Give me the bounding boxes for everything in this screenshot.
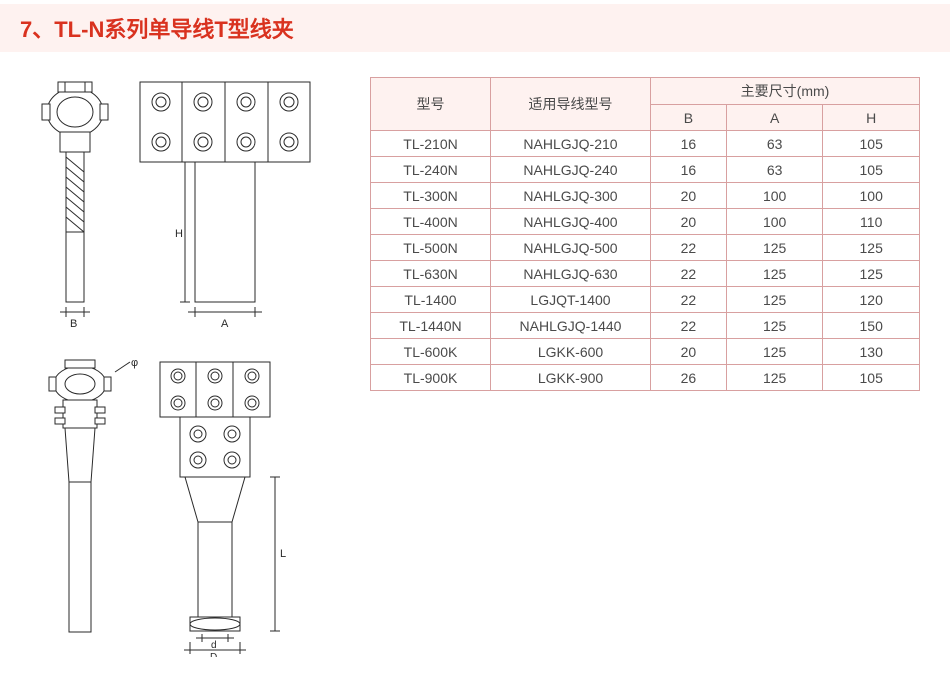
label-L: L — [280, 548, 286, 560]
table-column: 型号 适用导线型号 主要尺寸(mm) B A H TL-210NNAHLGJQ-… — [370, 72, 920, 662]
cell-model: TL-500N — [371, 235, 491, 261]
table-row: TL-630NNAHLGJQ-63022125125 — [371, 261, 920, 287]
table-row: TL-500NNAHLGJQ-50022125125 — [371, 235, 920, 261]
cell-wire: LGKK-900 — [491, 365, 651, 391]
table-row: TL-1400LGJQT-140022125120 — [371, 287, 920, 313]
cell-model: TL-1400 — [371, 287, 491, 313]
cell-model: TL-400N — [371, 209, 491, 235]
th-B: B — [651, 105, 727, 131]
cell-model: TL-630N — [371, 261, 491, 287]
cell-H: 105 — [823, 131, 920, 157]
cell-model: TL-1440N — [371, 313, 491, 339]
cell-B: 22 — [651, 261, 727, 287]
cell-model: TL-300N — [371, 183, 491, 209]
cell-H: 125 — [823, 261, 920, 287]
clamp-top-svg: B — [30, 72, 330, 332]
cell-B: 20 — [651, 183, 727, 209]
label-B: B — [70, 318, 77, 330]
cell-H: 105 — [823, 157, 920, 183]
cell-B: 22 — [651, 313, 727, 339]
cell-B: 26 — [651, 365, 727, 391]
content: B — [0, 52, 950, 672]
table-row: TL-240NNAHLGJQ-2401663105 — [371, 157, 920, 183]
clamp-bottom-svg: φ — [30, 357, 330, 657]
cell-A: 63 — [726, 157, 823, 183]
th-H: H — [823, 105, 920, 131]
th-dims: 主要尺寸(mm) — [651, 78, 920, 105]
cell-A: 125 — [726, 287, 823, 313]
cell-B: 16 — [651, 131, 727, 157]
cell-H: 110 — [823, 209, 920, 235]
table-row: TL-600KLGKK-60020125130 — [371, 339, 920, 365]
spec-table: 型号 适用导线型号 主要尺寸(mm) B A H TL-210NNAHLGJQ-… — [370, 77, 920, 391]
label-H: H — [175, 228, 183, 240]
page-title: 7、TL-N系列单导线T型线夹 — [20, 17, 294, 42]
th-A: A — [726, 105, 823, 131]
diagram-bottom: φ — [30, 357, 330, 662]
table-row: TL-900KLGKK-90026125105 — [371, 365, 920, 391]
cell-wire: NAHLGJQ-400 — [491, 209, 651, 235]
cell-wire: NAHLGJQ-1440 — [491, 313, 651, 339]
label-A: A — [221, 318, 229, 330]
cell-A: 63 — [726, 131, 823, 157]
cell-H: 120 — [823, 287, 920, 313]
table-row: TL-400NNAHLGJQ-40020100110 — [371, 209, 920, 235]
cell-H: 105 — [823, 365, 920, 391]
cell-wire: NAHLGJQ-500 — [491, 235, 651, 261]
cell-H: 100 — [823, 183, 920, 209]
label-D: D — [210, 652, 217, 657]
cell-A: 100 — [726, 209, 823, 235]
table-row: TL-300NNAHLGJQ-30020100100 — [371, 183, 920, 209]
cell-model: TL-600K — [371, 339, 491, 365]
label-phi: φ — [131, 357, 138, 369]
cell-A: 125 — [726, 313, 823, 339]
cell-B: 22 — [651, 235, 727, 261]
cell-A: 125 — [726, 235, 823, 261]
cell-A: 125 — [726, 365, 823, 391]
cell-A: 125 — [726, 339, 823, 365]
cell-wire: NAHLGJQ-300 — [491, 183, 651, 209]
cell-wire: LGJQT-1400 — [491, 287, 651, 313]
table-row: TL-210NNAHLGJQ-2101663105 — [371, 131, 920, 157]
cell-B: 20 — [651, 209, 727, 235]
cell-wire: LGKK-600 — [491, 339, 651, 365]
cell-B: 22 — [651, 287, 727, 313]
cell-H: 125 — [823, 235, 920, 261]
diagram-column: B — [30, 72, 330, 662]
cell-H: 130 — [823, 339, 920, 365]
cell-H: 150 — [823, 313, 920, 339]
cell-wire: NAHLGJQ-210 — [491, 131, 651, 157]
cell-model: TL-900K — [371, 365, 491, 391]
label-d: d — [211, 640, 217, 651]
cell-B: 20 — [651, 339, 727, 365]
diagram-top: B — [30, 72, 330, 337]
table-body: TL-210NNAHLGJQ-2101663105TL-240NNAHLGJQ-… — [371, 131, 920, 391]
cell-wire: NAHLGJQ-630 — [491, 261, 651, 287]
cell-A: 125 — [726, 261, 823, 287]
cell-B: 16 — [651, 157, 727, 183]
th-model: 型号 — [371, 78, 491, 131]
cell-model: TL-240N — [371, 157, 491, 183]
cell-model: TL-210N — [371, 131, 491, 157]
cell-wire: NAHLGJQ-240 — [491, 157, 651, 183]
th-wire: 适用导线型号 — [491, 78, 651, 131]
title-bar: 7、TL-N系列单导线T型线夹 — [0, 4, 950, 52]
cell-A: 100 — [726, 183, 823, 209]
table-row: TL-1440NNAHLGJQ-144022125150 — [371, 313, 920, 339]
